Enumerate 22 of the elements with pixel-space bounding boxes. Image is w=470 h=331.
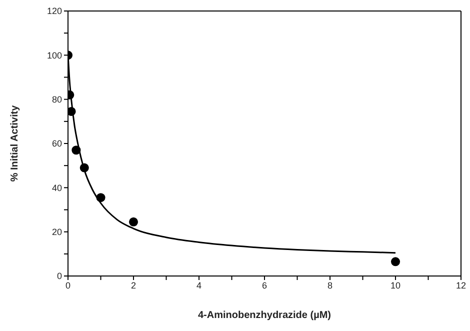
x-axis-title: 4-Aminobenzhydrazide (µM)	[198, 310, 331, 321]
point	[128, 217, 138, 226]
point	[96, 193, 106, 202]
x-tick-label: 4	[196, 280, 202, 290]
y-tick-label: 60	[52, 138, 62, 149]
point	[72, 146, 81, 155]
y-tick-label: 20	[52, 227, 62, 238]
x-tick-label: 2	[130, 280, 136, 290]
y-tick-label: 80	[52, 94, 62, 105]
x-tick-label: 8	[327, 280, 333, 290]
y-tick-label: 120	[46, 6, 62, 16]
y-tick-label: 0	[56, 271, 62, 282]
x-tick-label: 6	[262, 280, 268, 290]
point	[68, 106, 76, 116]
x-tick-label: 10	[390, 280, 401, 290]
y-tick-label: 100	[46, 50, 62, 60]
y-axis-title: % Initial Activity	[10, 104, 21, 182]
point	[390, 257, 400, 266]
x-tick-label: 12	[456, 280, 466, 290]
point	[80, 163, 89, 172]
x-tick-label: 0	[65, 280, 71, 290]
y-tick-label: 40	[52, 182, 62, 193]
